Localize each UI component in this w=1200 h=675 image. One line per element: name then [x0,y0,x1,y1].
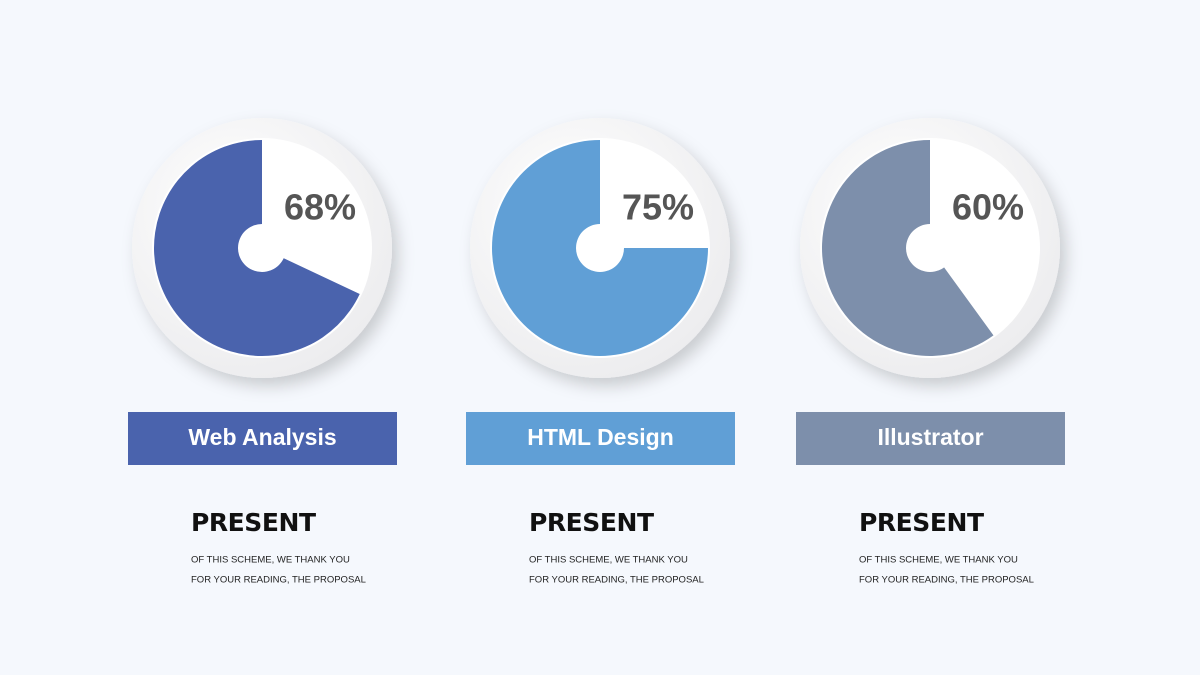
title-bar [466,412,735,465]
card-heading: PRESENT [859,508,984,537]
center-hole [906,224,954,272]
card-title: Illustrator [877,424,983,450]
card-heading: PRESENT [191,508,316,537]
card-text: FOR YOUR READING, THE PROPOSAL [191,575,366,586]
title-bar [796,412,1065,465]
card-text: FOR YOUR READING, THE PROPOSAL [859,575,1034,586]
card-title: HTML Design [527,424,674,450]
card-text: OF THIS SCHEME, WE THANK YOU [859,555,1018,566]
card-text: FOR YOUR READING, THE PROPOSAL [529,575,704,586]
percent-label: 60% [952,187,1024,228]
title-bar [128,412,397,465]
percent-label: 75% [622,187,694,228]
card-heading: PRESENT [529,508,654,537]
percent-label: 68% [284,187,356,228]
card-title: Web Analysis [188,424,336,450]
card-text: OF THIS SCHEME, WE THANK YOU [529,555,688,566]
center-hole [238,224,286,272]
center-hole [576,224,624,272]
card-text: OF THIS SCHEME, WE THANK YOU [191,555,350,566]
